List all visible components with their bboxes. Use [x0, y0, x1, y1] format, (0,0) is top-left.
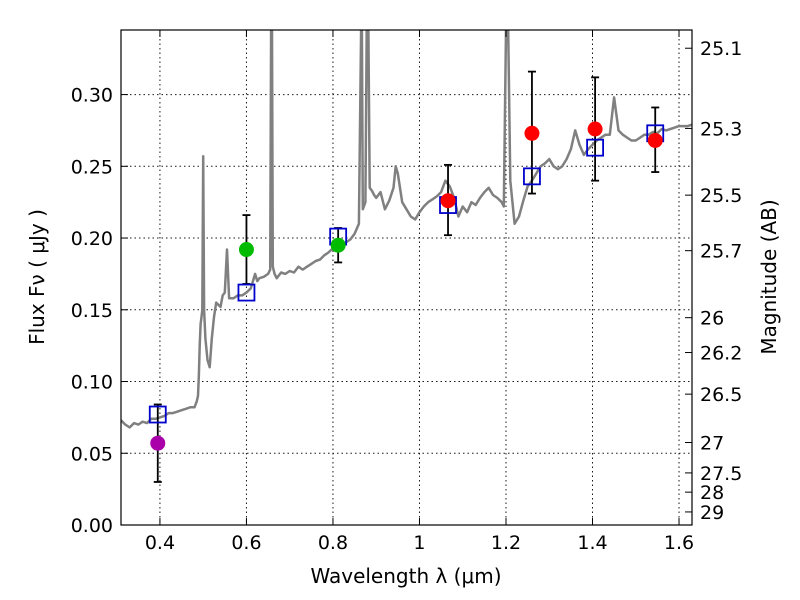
- right-tick-label: 28: [700, 482, 724, 504]
- model-flux-square: [237, 283, 256, 302]
- x-tick-label: 1.6: [664, 532, 694, 554]
- x-tick-label: 0.4: [145, 532, 175, 554]
- right-tick-label: 25.1: [700, 38, 742, 60]
- data-layer: [121, 30, 692, 483]
- right-tick-label: 26: [700, 308, 724, 330]
- right-tick-label: 26.5: [700, 384, 742, 406]
- x-axis-label: Wavelength λ (μm): [310, 564, 501, 588]
- photometry-point: [330, 237, 346, 253]
- photometry-point: [647, 132, 663, 148]
- y-axis-label: Flux Fν ( μJy ): [25, 209, 49, 345]
- right-tick-label: 26.2: [700, 343, 742, 365]
- sed-spectrum-line: [121, 30, 692, 429]
- model-flux-square: [586, 138, 605, 157]
- x-tick-label: 1.2: [491, 532, 521, 554]
- photometry-point: [150, 435, 166, 451]
- y-tick-label: 0.15: [71, 300, 113, 322]
- y-tick-label: 0.05: [71, 443, 113, 465]
- y-tick-label: 0.20: [71, 228, 113, 250]
- y-tick-label: 0.30: [71, 85, 113, 107]
- model-flux-square: [148, 405, 167, 424]
- photometry-point: [524, 125, 540, 141]
- y-tick-label: 0.00: [71, 515, 113, 537]
- y-tick-label: 0.25: [71, 156, 113, 178]
- right-tick-label: 25.7: [700, 241, 742, 263]
- model-flux-square: [523, 167, 541, 186]
- right-tick-label: 29: [700, 502, 724, 524]
- right-axis-label: Magnitude (AB): [757, 199, 781, 354]
- y-axis-label-text: Flux Fν ( μJy ): [25, 209, 49, 345]
- x-tick-label: 0.8: [318, 532, 348, 554]
- right-tick-label: 27.5: [700, 463, 742, 485]
- plot-frame: [120, 29, 693, 526]
- x-tick-label: 1: [413, 532, 425, 554]
- photometry-point: [587, 121, 603, 137]
- x-tick-label: 0.6: [231, 532, 261, 554]
- photometry-point: [440, 193, 456, 209]
- right-tick-label: 27: [700, 433, 724, 455]
- photometry-point: [238, 242, 254, 258]
- right-tick-label: 25.3: [700, 118, 742, 140]
- y-tick-label: 0.10: [71, 372, 113, 394]
- grid-layer: [121, 30, 692, 526]
- right-tick-label: 25.5: [700, 185, 742, 207]
- axis-layer: 0.4 0.6 0.8 1 1.2 1.4 1.6 0.00 0.05 0.10 0.15 0.20 0…: [71, 29, 742, 554]
- x-tick-label: 1.4: [577, 532, 607, 554]
